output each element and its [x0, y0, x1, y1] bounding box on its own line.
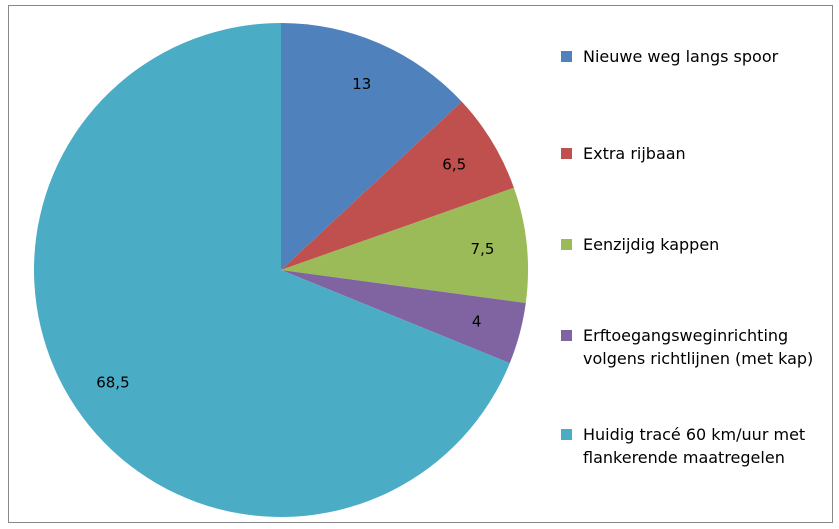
data-label: 6,5: [442, 156, 466, 174]
legend-item: Extra rijbaan: [561, 142, 831, 165]
pie-slice: [34, 23, 510, 517]
legend-swatch: [561, 239, 572, 250]
data-label: 68,5: [96, 374, 129, 392]
legend-label: Erftoegangsweginrichting volgens richtli…: [583, 326, 814, 368]
pie-slice: [281, 187, 528, 304]
legend-label: Eenzijdig kappen: [583, 235, 720, 254]
legend-item: Erftoegangsweginrichting volgens richtli…: [561, 324, 831, 370]
legend-label: Extra rijbaan: [583, 144, 686, 163]
pie-slice: [281, 101, 514, 270]
legend-item: Huidig tracé 60 km/uur met flankerende m…: [561, 423, 831, 469]
legend-item: Nieuwe weg langs spoor: [561, 45, 831, 68]
data-label: 7,5: [471, 240, 495, 258]
data-label: 13: [352, 75, 371, 93]
legend-swatch: [561, 148, 572, 159]
legend-label: Nieuwe weg langs spoor: [583, 47, 779, 66]
legend-swatch: [561, 429, 572, 440]
data-label: 4: [472, 313, 482, 331]
legend-label: Huidig tracé 60 km/uur met flankerende m…: [583, 425, 806, 467]
pie-slice: [281, 270, 526, 364]
legend-swatch: [561, 330, 572, 341]
legend-item: Eenzijdig kappen: [561, 233, 831, 256]
legend-swatch: [561, 51, 572, 62]
pie-slice: [281, 23, 462, 270]
